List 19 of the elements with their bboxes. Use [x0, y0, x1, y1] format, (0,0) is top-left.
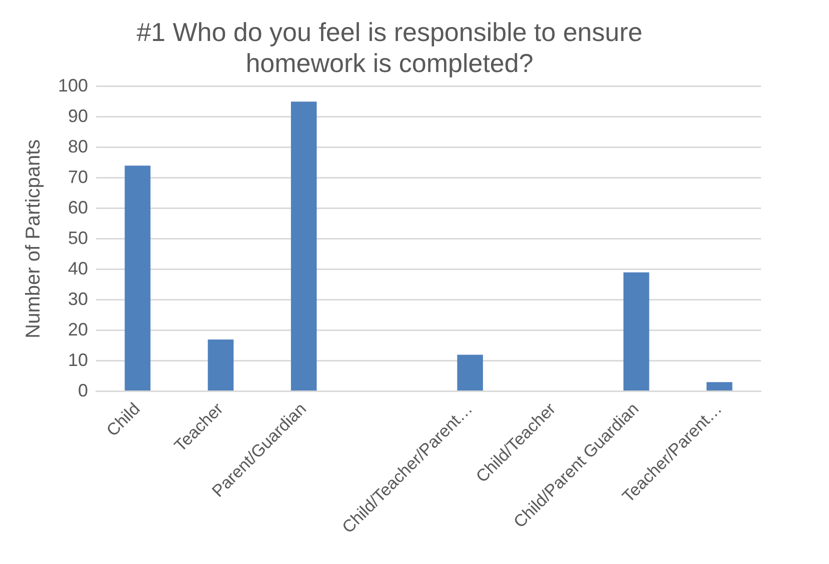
y-tick-label: 60 [68, 197, 88, 218]
bar [208, 339, 234, 391]
y-tick-label: 100 [58, 75, 88, 96]
bar [623, 272, 650, 391]
y-tick-label: 70 [68, 166, 88, 187]
bar [457, 354, 483, 391]
y-tick-label: 80 [68, 136, 88, 156]
y-tick-label: 10 [68, 350, 88, 370]
bar [290, 102, 317, 391]
bar [124, 166, 150, 391]
y-tick-label: 20 [68, 319, 88, 340]
y-tick-label: 0 [78, 380, 88, 400]
y-axis-title: Number of Particpants [22, 139, 45, 338]
bar [706, 382, 732, 391]
y-tick-label: 90 [68, 106, 88, 126]
y-tick-label: 50 [68, 228, 88, 248]
y-tick-label: 30 [68, 288, 88, 309]
y-tick-label: 40 [68, 258, 88, 278]
chart-title: #1 Who do you feel is responsible to ensure homework is completed? [136, 16, 642, 78]
